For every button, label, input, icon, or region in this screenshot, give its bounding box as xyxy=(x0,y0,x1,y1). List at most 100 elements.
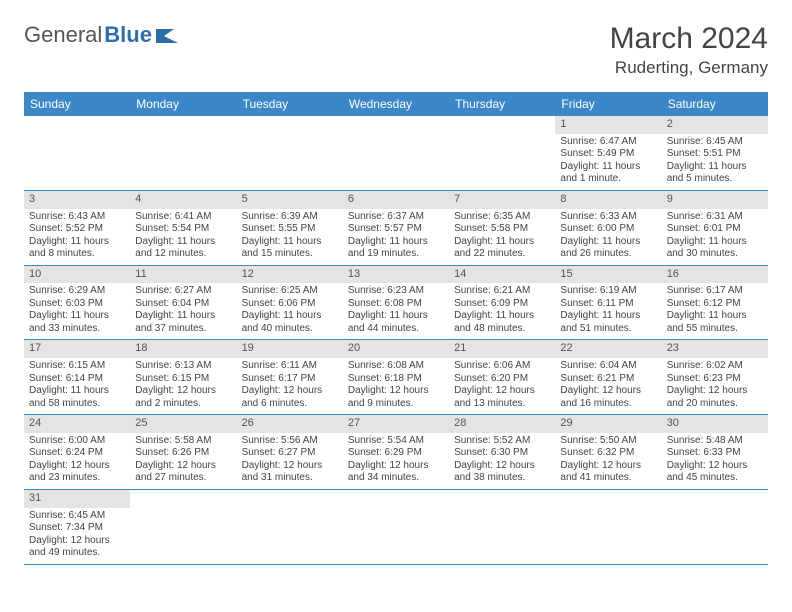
day-info-line: Daylight: 12 hours xyxy=(454,460,550,473)
day-info-line: and 37 minutes. xyxy=(135,323,231,336)
day-info-line: and 2 minutes. xyxy=(135,398,231,411)
day-number: 8 xyxy=(555,191,661,209)
day-info-line: Daylight: 12 hours xyxy=(29,535,125,548)
day-cell: 24Sunrise: 6:00 AMSunset: 6:24 PMDayligh… xyxy=(24,415,130,490)
day-info-line: Sunset: 5:49 PM xyxy=(560,148,656,161)
title-block: March 2024 Ruderting, Germany xyxy=(610,22,768,78)
day-number: 4 xyxy=(130,191,236,209)
week-row: 10Sunrise: 6:29 AMSunset: 6:03 PMDayligh… xyxy=(24,265,768,340)
day-info-line: Daylight: 11 hours xyxy=(667,236,763,249)
day-info-line: Sunrise: 6:45 AM xyxy=(29,510,125,523)
day-info-line: Sunset: 6:17 PM xyxy=(242,373,338,386)
day-cell: 11Sunrise: 6:27 AMSunset: 6:04 PMDayligh… xyxy=(130,265,236,340)
day-number: 10 xyxy=(24,266,130,284)
day-info-line: Daylight: 11 hours xyxy=(348,310,444,323)
logo-text-1: General xyxy=(24,22,102,48)
day-info-line: Sunset: 6:15 PM xyxy=(135,373,231,386)
day-info-line: Daylight: 12 hours xyxy=(560,460,656,473)
day-info-line: Daylight: 11 hours xyxy=(29,385,125,398)
day-info-line: and 26 minutes. xyxy=(560,248,656,261)
day-info-line: Daylight: 11 hours xyxy=(454,236,550,249)
day-info-line: Sunset: 6:27 PM xyxy=(242,447,338,460)
day-info-line: and 27 minutes. xyxy=(135,472,231,485)
day-header: Monday xyxy=(130,92,236,116)
day-info-line: Sunset: 5:51 PM xyxy=(667,148,763,161)
day-info-line: Sunrise: 6:17 AM xyxy=(667,285,763,298)
week-row: 1Sunrise: 6:47 AMSunset: 5:49 PMDaylight… xyxy=(24,116,768,190)
day-info-line: Daylight: 12 hours xyxy=(454,385,550,398)
day-number: 17 xyxy=(24,340,130,358)
day-number: 28 xyxy=(449,415,555,433)
day-info-line: and 5 minutes. xyxy=(667,173,763,186)
empty-cell xyxy=(449,116,555,190)
day-info-line: and 45 minutes. xyxy=(667,472,763,485)
day-info-line: and 9 minutes. xyxy=(348,398,444,411)
day-info-line: Daylight: 11 hours xyxy=(667,310,763,323)
day-info-line: and 44 minutes. xyxy=(348,323,444,336)
day-info-line: Daylight: 12 hours xyxy=(29,460,125,473)
day-cell: 2Sunrise: 6:45 AMSunset: 5:51 PMDaylight… xyxy=(662,116,768,190)
day-info-line: Daylight: 11 hours xyxy=(242,236,338,249)
day-info-line: Sunset: 6:26 PM xyxy=(135,447,231,460)
day-cell: 8Sunrise: 6:33 AMSunset: 6:00 PMDaylight… xyxy=(555,190,661,265)
day-cell: 22Sunrise: 6:04 AMSunset: 6:21 PMDayligh… xyxy=(555,340,661,415)
day-info-line: Sunset: 5:58 PM xyxy=(454,223,550,236)
header: GeneralBlue March 2024 Ruderting, German… xyxy=(24,22,768,78)
day-cell: 15Sunrise: 6:19 AMSunset: 6:11 PMDayligh… xyxy=(555,265,661,340)
day-info-line: Sunset: 6:20 PM xyxy=(454,373,550,386)
day-info-line: Sunrise: 5:48 AM xyxy=(667,435,763,448)
day-info-line: and 41 minutes. xyxy=(560,472,656,485)
day-cell: 7Sunrise: 6:35 AMSunset: 5:58 PMDaylight… xyxy=(449,190,555,265)
day-number: 13 xyxy=(343,266,449,284)
day-info-line: Sunrise: 6:23 AM xyxy=(348,285,444,298)
calendar-table: Sunday Monday Tuesday Wednesday Thursday… xyxy=(24,92,768,565)
day-cell: 4Sunrise: 6:41 AMSunset: 5:54 PMDaylight… xyxy=(130,190,236,265)
day-info-line: Sunset: 6:32 PM xyxy=(560,447,656,460)
day-info-line: and 20 minutes. xyxy=(667,398,763,411)
day-info-line: Sunrise: 6:45 AM xyxy=(667,136,763,149)
day-info-line: Daylight: 11 hours xyxy=(348,236,444,249)
day-info-line: and 30 minutes. xyxy=(667,248,763,261)
day-number: 6 xyxy=(343,191,449,209)
day-cell: 19Sunrise: 6:11 AMSunset: 6:17 PMDayligh… xyxy=(237,340,343,415)
day-number: 25 xyxy=(130,415,236,433)
day-header: Friday xyxy=(555,92,661,116)
logo-text-2: Blue xyxy=(104,22,152,48)
day-cell: 9Sunrise: 6:31 AMSunset: 6:01 PMDaylight… xyxy=(662,190,768,265)
day-info-line: Sunset: 5:52 PM xyxy=(29,223,125,236)
day-cell: 10Sunrise: 6:29 AMSunset: 6:03 PMDayligh… xyxy=(24,265,130,340)
day-info-line: Sunset: 6:00 PM xyxy=(560,223,656,236)
day-info-line: Sunrise: 5:58 AM xyxy=(135,435,231,448)
day-info-line: Sunrise: 6:47 AM xyxy=(560,136,656,149)
day-cell: 20Sunrise: 6:08 AMSunset: 6:18 PMDayligh… xyxy=(343,340,449,415)
day-header-row: Sunday Monday Tuesday Wednesday Thursday… xyxy=(24,92,768,116)
day-info-line: and 38 minutes. xyxy=(454,472,550,485)
day-info-line: Daylight: 12 hours xyxy=(667,460,763,473)
day-info-line: Sunset: 6:24 PM xyxy=(29,447,125,460)
day-info-line: Sunrise: 5:56 AM xyxy=(242,435,338,448)
day-cell: 27Sunrise: 5:54 AMSunset: 6:29 PMDayligh… xyxy=(343,415,449,490)
day-number: 7 xyxy=(449,191,555,209)
day-info-line: Sunset: 6:01 PM xyxy=(667,223,763,236)
day-header: Tuesday xyxy=(237,92,343,116)
day-info-line: and 23 minutes. xyxy=(29,472,125,485)
week-row: 3Sunrise: 6:43 AMSunset: 5:52 PMDaylight… xyxy=(24,190,768,265)
day-info-line: Sunset: 6:33 PM xyxy=(667,447,763,460)
empty-cell xyxy=(449,489,555,564)
day-info-line: Sunrise: 6:31 AM xyxy=(667,211,763,224)
day-info-line: Sunrise: 6:04 AM xyxy=(560,360,656,373)
day-cell: 13Sunrise: 6:23 AMSunset: 6:08 PMDayligh… xyxy=(343,265,449,340)
day-info-line: and 58 minutes. xyxy=(29,398,125,411)
day-info-line: and 22 minutes. xyxy=(454,248,550,261)
logo-flag-icon xyxy=(156,27,178,43)
day-cell: 30Sunrise: 5:48 AMSunset: 6:33 PMDayligh… xyxy=(662,415,768,490)
day-info-line: Sunrise: 6:41 AM xyxy=(135,211,231,224)
day-cell: 1Sunrise: 6:47 AMSunset: 5:49 PMDaylight… xyxy=(555,116,661,190)
day-info-line: Sunrise: 6:11 AM xyxy=(242,360,338,373)
day-cell: 26Sunrise: 5:56 AMSunset: 6:27 PMDayligh… xyxy=(237,415,343,490)
day-info-line: Sunset: 6:06 PM xyxy=(242,298,338,311)
day-info-line: Daylight: 11 hours xyxy=(560,310,656,323)
day-info-line: Daylight: 11 hours xyxy=(667,161,763,174)
day-number: 24 xyxy=(24,415,130,433)
day-info-line: Sunset: 6:30 PM xyxy=(454,447,550,460)
